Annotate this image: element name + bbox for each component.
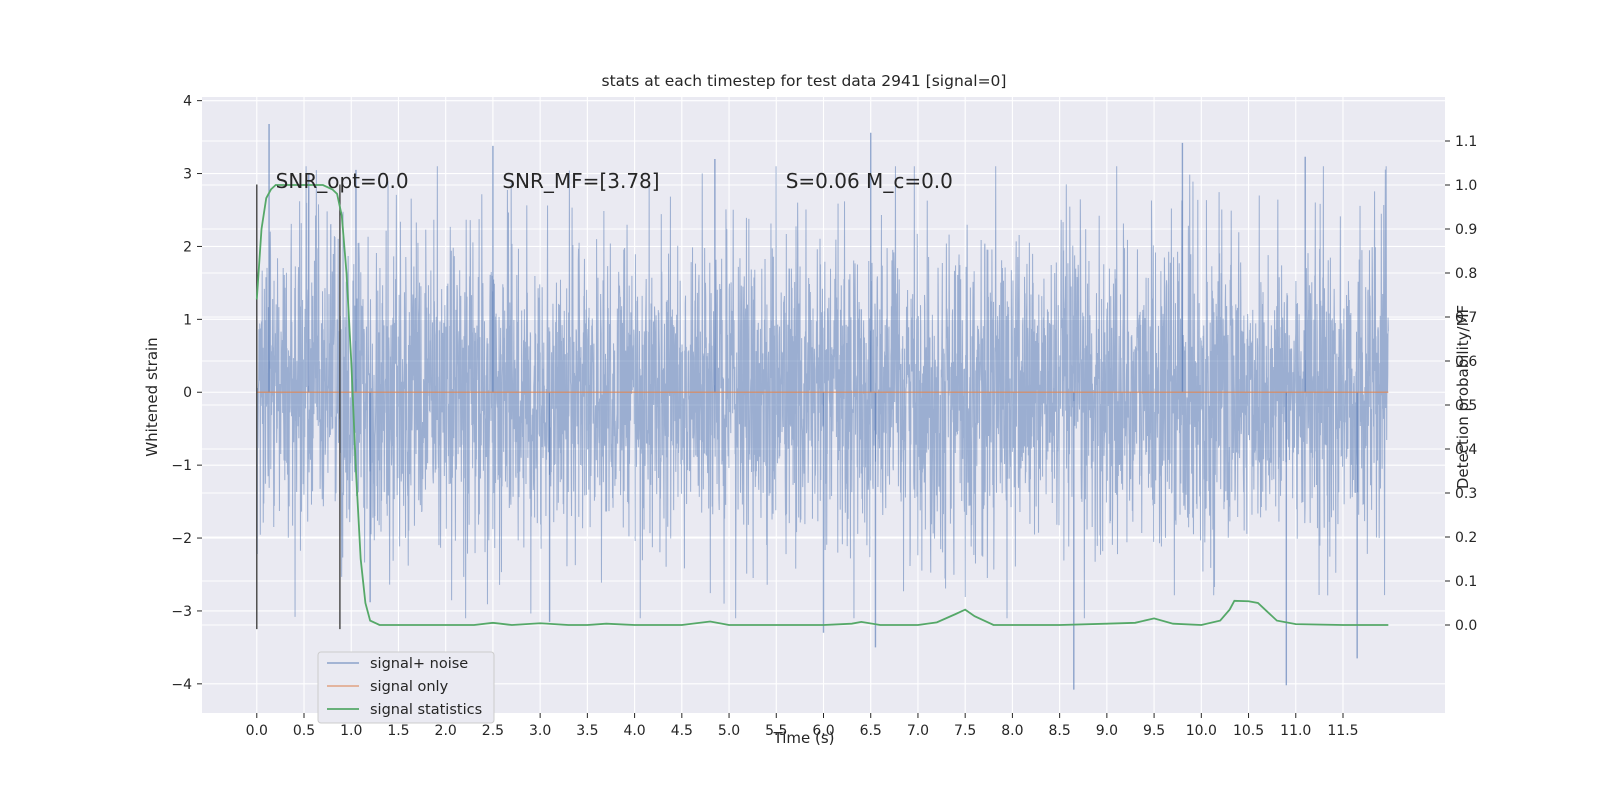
y-axis-right: 0.0 0.1 0.2 0.3 0.4 0.5 0.6 0.7 0.8 0.9 1.0 1.1 bbox=[1445, 134, 1477, 634]
signal-noise-series bbox=[256, 123, 1389, 690]
y-tick-label: 2 bbox=[183, 239, 192, 255]
y2-tick-label: 0.7 bbox=[1455, 310, 1477, 326]
y-tick-label: 4 bbox=[183, 94, 192, 110]
x-tick-label: 5.5 bbox=[765, 723, 787, 739]
y2-tick-label: 0.8 bbox=[1455, 266, 1477, 282]
x-tick-label: 7.0 bbox=[907, 723, 929, 739]
annotation-2: S=0.06 M_c=0.0 bbox=[786, 169, 953, 193]
signal-noise-line bbox=[256, 166, 1389, 619]
y2-tick-label: 0.1 bbox=[1455, 574, 1477, 590]
y-tick-label: −2 bbox=[171, 531, 192, 547]
y2-axis-label: Detection probability/MF bbox=[1454, 305, 1472, 489]
x-tick-label: 2.5 bbox=[482, 723, 504, 739]
x-tick-label: 9.5 bbox=[1143, 723, 1165, 739]
y-axis-left: −4 −3 −2 −1 0 1 2 3 4 bbox=[171, 94, 202, 693]
x-tick-label: 4.5 bbox=[671, 723, 693, 739]
x-tick-label: 1.5 bbox=[387, 723, 409, 739]
x-axis-label: Time (s) bbox=[773, 729, 835, 747]
legend-label-signal-only: signal only bbox=[370, 679, 449, 695]
x-tick-label: 8.5 bbox=[1048, 723, 1070, 739]
x-tick-label: 9.0 bbox=[1096, 723, 1118, 739]
y-axis-label: Whitened strain bbox=[143, 337, 161, 456]
y2-tick-label: 0.6 bbox=[1455, 354, 1477, 370]
y2-tick-label: 1.0 bbox=[1455, 178, 1477, 194]
x-tick-label: 8.0 bbox=[1001, 723, 1023, 739]
y-tick-label: 3 bbox=[183, 167, 192, 183]
x-tick-label: 4.0 bbox=[623, 723, 645, 739]
legend: signal+ noise signal only signal statist… bbox=[317, 651, 495, 724]
x-tick-label: 7.5 bbox=[954, 723, 976, 739]
x-axis: 0.0 0.5 1.0 1.5 2.0 2.5 3.0 3.5 4.0 4.5 5.0 5.5 6.0 6… bbox=[246, 713, 1359, 739]
y2-tick-label: 0.9 bbox=[1455, 222, 1477, 238]
y-tick-label: 0 bbox=[183, 385, 192, 401]
x-tick-label: 6.5 bbox=[860, 723, 882, 739]
vertical-markers bbox=[256, 184, 341, 630]
x-tick-label: 3.0 bbox=[529, 723, 551, 739]
y2-tick-label: 0.3 bbox=[1455, 486, 1477, 502]
legend-label-signal-noise: signal+ noise bbox=[370, 656, 468, 672]
annotation-0: SNR_opt=0.0 bbox=[276, 169, 409, 193]
signal-statistics-series bbox=[255, 184, 1389, 626]
legend-label-signal-statistics: signal statistics bbox=[370, 702, 482, 718]
x-tick-label: 11.5 bbox=[1327, 723, 1358, 739]
x-tick-label: 0.0 bbox=[246, 723, 268, 739]
y2-tick-label: 0.0 bbox=[1455, 618, 1477, 634]
y-tick-label: −4 bbox=[171, 677, 192, 693]
x-tick-label: 2.0 bbox=[435, 723, 457, 739]
annotation-1: SNR_MF=[3.78] bbox=[502, 169, 659, 193]
chart-title: stats at each timestep for test data 294… bbox=[602, 72, 1007, 90]
x-tick-label: 11.0 bbox=[1280, 723, 1311, 739]
x-tick-label: 3.5 bbox=[576, 723, 598, 739]
x-tick-label: 6.0 bbox=[812, 723, 834, 739]
x-tick-label: 1.0 bbox=[340, 723, 362, 739]
y2-tick-label: 0.2 bbox=[1455, 530, 1477, 546]
y2-tick-label: 0.4 bbox=[1455, 442, 1477, 458]
y2-tick-label: 1.1 bbox=[1455, 134, 1477, 150]
legend-box bbox=[317, 651, 495, 724]
y-tick-label: 1 bbox=[183, 312, 192, 328]
annotations: SNR_opt=0.0 SNR_MF=[3.78] S=0.06 M_c=0.0 bbox=[276, 169, 953, 193]
signal-statistics-line bbox=[255, 184, 1389, 626]
y-tick-label: −3 bbox=[171, 604, 192, 620]
y2-tick-label: 0.5 bbox=[1455, 398, 1477, 414]
x-tick-label: 0.5 bbox=[293, 723, 315, 739]
x-tick-label: 10.0 bbox=[1186, 723, 1217, 739]
y-tick-label: −1 bbox=[171, 458, 192, 474]
x-tick-label: 5.0 bbox=[718, 723, 740, 739]
x-tick-label: 10.5 bbox=[1233, 723, 1264, 739]
